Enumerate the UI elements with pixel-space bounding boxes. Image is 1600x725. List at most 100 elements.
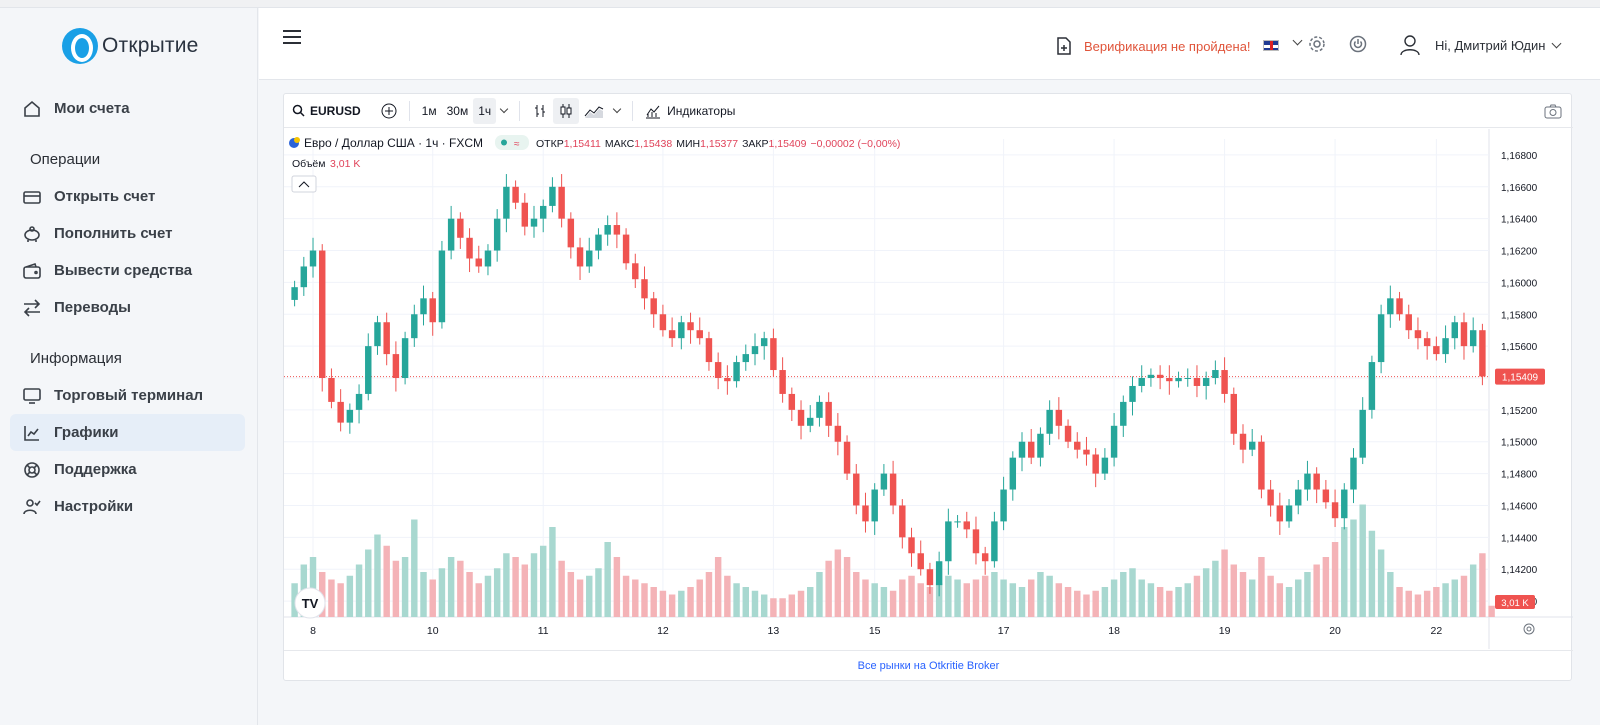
candle (1009, 451, 1017, 501)
candle (853, 464, 860, 515)
sidebar-item-trading-terminal[interactable]: Торговый терминал (10, 377, 245, 414)
sidebar-item-my-accounts[interactable]: Мои счета (10, 90, 245, 127)
candle-body (521, 202, 529, 227)
chart-widget: EURUSD 1м 30м 1ч Индикаторы (283, 93, 1573, 681)
candle (650, 291, 657, 328)
high-value: 1,15438 (634, 138, 672, 150)
interval-1m[interactable]: 1м (421, 103, 437, 118)
volume-bar (1221, 549, 1228, 617)
candle-body (1147, 374, 1155, 378)
candle (539, 199, 547, 233)
user-menu[interactable]: Hi, Дмитрий Юдин (1399, 28, 1567, 62)
indicators-button[interactable]: Индикаторы (640, 98, 740, 124)
home-icon (22, 99, 42, 119)
candle-body (337, 401, 344, 423)
chart-area[interactable]: 1,16800 1,16600 1,16400 1,16200 1,16000 1,158… (284, 129, 1573, 649)
gear-icon[interactable] (1308, 35, 1326, 58)
volume-bar (447, 557, 455, 617)
uk-flag-icon[interactable] (1263, 40, 1279, 51)
line-chart-icon (22, 423, 42, 443)
candle-body (475, 258, 482, 267)
candle-body (742, 354, 750, 363)
candle-body (1387, 298, 1394, 315)
logo[interactable]: Открытие (62, 26, 199, 66)
candle (1341, 483, 1348, 530)
power-icon[interactable] (1349, 35, 1367, 58)
bars-style-button[interactable] (527, 98, 553, 124)
candle (567, 212, 575, 259)
price-tick-label: 1,14200 (1501, 565, 1538, 576)
candle (1248, 428, 1256, 457)
volume-bar (1046, 575, 1053, 617)
sidebar-item-support[interactable]: Поддержка (10, 451, 245, 488)
sidebar-item-charts[interactable]: Графики (10, 414, 245, 451)
candle (1000, 476, 1007, 531)
sidebar-item-settings[interactable]: Настройки (10, 488, 245, 525)
menu-toggle-icon[interactable] (283, 30, 301, 46)
volume-bar (1285, 587, 1293, 617)
interval-dropdown[interactable] (496, 98, 512, 124)
candle-body (1064, 425, 1072, 442)
volume-bar (493, 568, 501, 617)
candle (908, 527, 915, 567)
candle-body (1166, 378, 1173, 382)
candle (1267, 479, 1274, 517)
area-style-button[interactable] (579, 98, 609, 124)
sidebar-item-withdraw[interactable]: Вывести средства (10, 252, 245, 289)
candle (521, 193, 529, 236)
interval-30m[interactable]: 30м (446, 103, 469, 118)
candle-body (779, 370, 786, 394)
volume-bar (687, 587, 694, 617)
candle (530, 205, 538, 238)
section-title-info: Информация (30, 350, 122, 367)
indicators-label: Индикаторы (667, 103, 736, 118)
candle (622, 228, 630, 270)
volume-bar (779, 598, 786, 617)
volume-bar (1368, 530, 1376, 617)
candle-body (1239, 433, 1247, 450)
candle (1055, 397, 1063, 440)
candle (1423, 331, 1431, 360)
volume-bar (1193, 575, 1201, 617)
volume-bar (1469, 564, 1477, 617)
all-markets-link[interactable]: Все рынки на Otkritie Broker (284, 650, 1573, 680)
candle-body (678, 322, 685, 339)
candle (447, 205, 455, 260)
volume-bar (1239, 572, 1247, 617)
symbol-search[interactable]: EURUSD (287, 98, 366, 124)
candle (945, 508, 952, 575)
volume-bar (834, 549, 842, 617)
volume-bars (291, 504, 1495, 617)
volume-bar (945, 575, 952, 617)
sidebar-item-transfers[interactable]: Переводы (10, 289, 245, 326)
candle (991, 511, 998, 568)
verification-status[interactable]: Верификация не пройдена! (1056, 37, 1251, 55)
collapse-legend-button[interactable] (291, 175, 317, 193)
user-name: Hi, Дмитрий Юдин (1435, 37, 1546, 53)
volume-bar (1313, 564, 1320, 617)
candle (843, 435, 851, 480)
sidebar-item-deposit[interactable]: Пополнить счет (10, 215, 245, 252)
volume-bar (641, 583, 648, 617)
candle (512, 180, 519, 210)
candle (466, 228, 473, 273)
candle-body (641, 279, 648, 299)
volume-bar (807, 587, 814, 617)
language-chevron-down-icon[interactable] (1292, 35, 1303, 46)
compare-symbol-button[interactable] (376, 98, 402, 124)
candle-body (319, 250, 326, 378)
chart-style-dropdown[interactable] (609, 98, 625, 124)
candlestick-chart[interactable]: 1,16800 1,16600 1,16400 1,16200 1,16000 1,158… (284, 129, 1573, 649)
candles-style-button[interactable] (553, 97, 580, 124)
volume-bar (1248, 579, 1256, 617)
candle (1460, 312, 1468, 360)
close-value: 1,15409 (769, 138, 807, 150)
screenshot-button[interactable] (1539, 98, 1567, 124)
interval-1h[interactable]: 1ч (473, 97, 497, 124)
candle-body (401, 338, 409, 378)
candle-body (1037, 433, 1044, 458)
price-tick-label: 1,15200 (1501, 406, 1538, 417)
volume-bar (1377, 549, 1385, 617)
sidebar-item-open-account[interactable]: Открыть счет (10, 178, 245, 215)
candle-body (1377, 314, 1385, 363)
